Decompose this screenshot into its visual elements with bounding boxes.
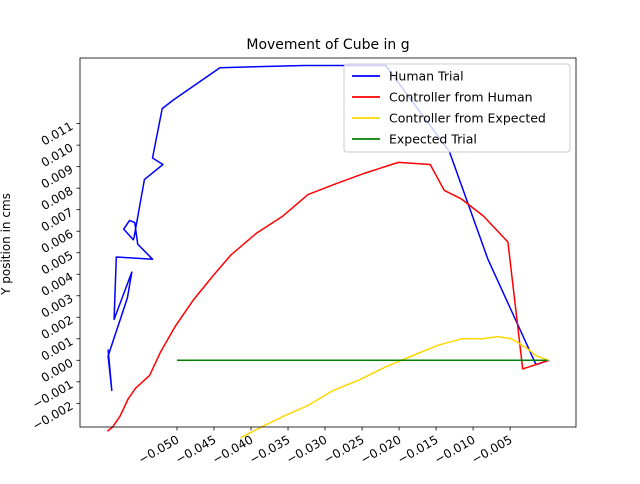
series-line-1 <box>106 161 549 432</box>
legend-entry-label: Human Trial <box>389 69 464 84</box>
legend-entry-label: Expected Trial <box>389 132 477 147</box>
series-line-2 <box>240 335 549 439</box>
axes-frame <box>79 57 577 428</box>
legend-box <box>343 63 571 153</box>
legend-entry-label: Controller from Expected <box>389 111 546 126</box>
legend: Human Trial Controller from Human Controll… <box>343 63 571 153</box>
y-axis-label: Y position in cms <box>0 193 13 296</box>
legend-entry-label: Controller from Human <box>389 90 533 105</box>
chart-title: Movement of Cube in g <box>246 37 409 53</box>
